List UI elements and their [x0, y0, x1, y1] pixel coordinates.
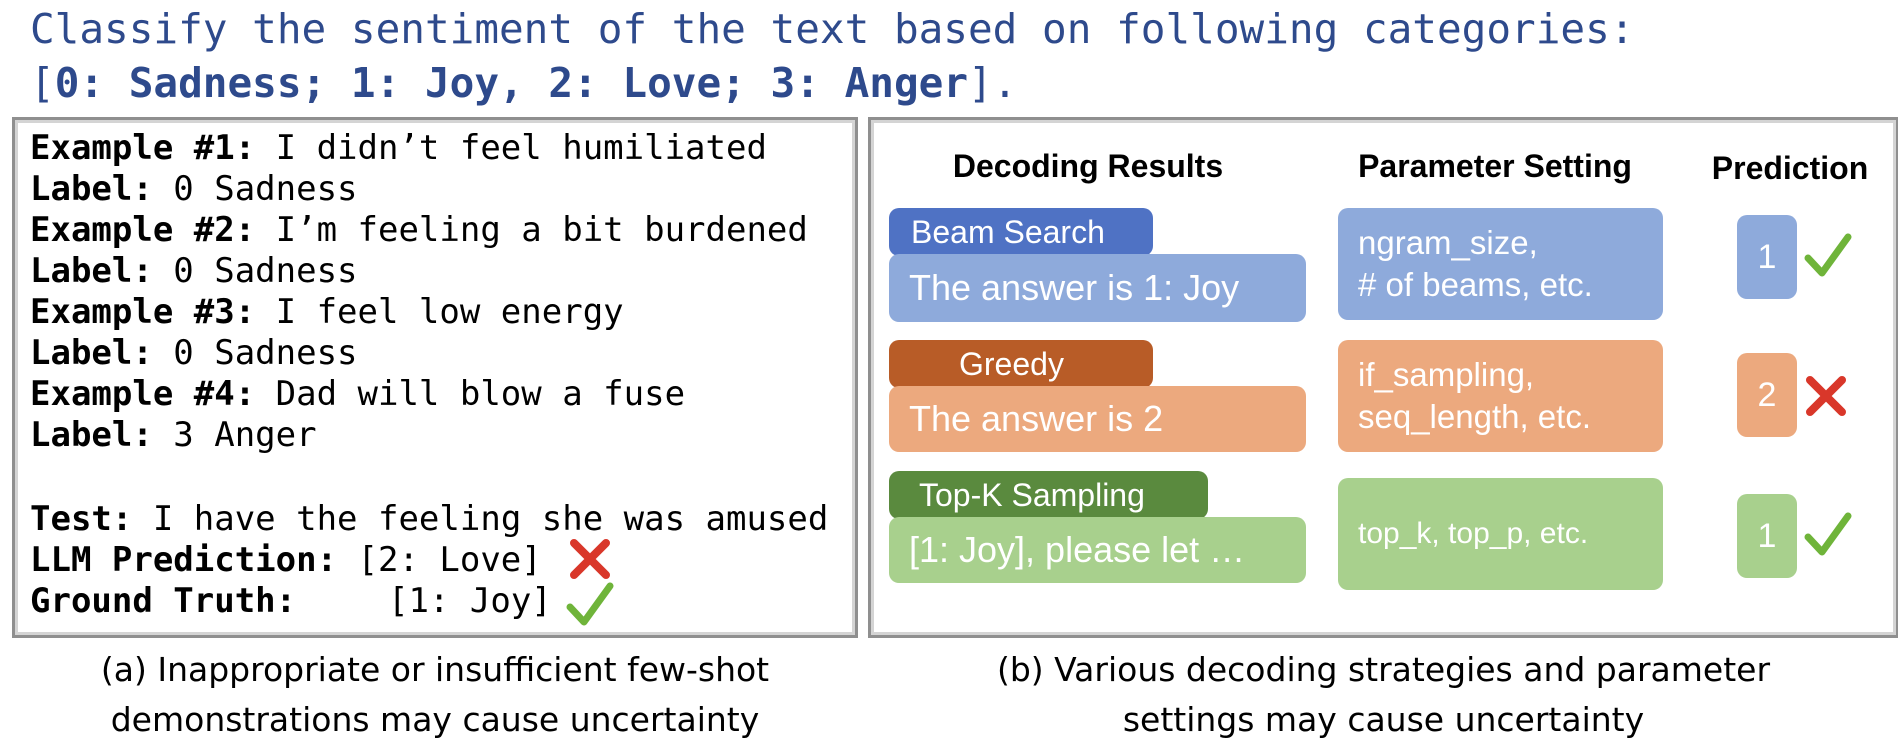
topk-sampling-tab: Top-K Sampling	[889, 471, 1208, 519]
label-1-line: Label: 0 Sadness	[30, 169, 358, 209]
decoding-panel	[868, 117, 1898, 638]
check-icon	[1804, 512, 1852, 556]
instruction-text: Classify the sentiment of the text based…	[30, 2, 1634, 110]
caption-a: (a) Inappropriate or insufficient few-sh…	[100, 650, 770, 739]
instruction-line-2: [0: Sadness; 1: Joy, 2: Love; 3: Anger].	[30, 59, 1018, 107]
prediction-header: Prediction	[1711, 150, 1869, 186]
example-3-line: Example #3: I feel low energy	[30, 292, 624, 332]
llm-prediction-line: LLM Prediction: [2: Love]	[30, 540, 542, 580]
check-icon	[1804, 233, 1852, 277]
example-1-line: Example #1: I didn’t feel humiliated	[30, 128, 767, 168]
greedy-tab: Greedy	[889, 340, 1153, 388]
beam-search-result: The answer is 1: Joy	[889, 254, 1306, 322]
label-3-line: Label: 0 Sadness	[30, 333, 358, 373]
topk-sampling-prediction: 1	[1737, 494, 1797, 578]
cross-icon	[570, 539, 610, 579]
caption-b: (b) Various decoding strategies and para…	[996, 650, 1771, 739]
beam-search-prediction: 1	[1737, 215, 1797, 299]
category-list: 0: Sadness; 1: Joy, 2: Love; 3: Anger	[54, 59, 968, 107]
ground-truth-key: Ground Truth:	[30, 581, 297, 621]
greedy-result: The answer is 2	[889, 386, 1306, 452]
topk-sampling-params: top_k, top_p, etc.	[1338, 478, 1663, 590]
beam-search-params: ngram_size, # of beams, etc.	[1338, 208, 1663, 320]
ground-truth-value: [1: Joy]	[388, 581, 552, 621]
test-line: Test: I have the feeling she was amused	[30, 499, 829, 539]
decoding-results-header: Decoding Results	[952, 148, 1224, 184]
instruction-line-1: Classify the sentiment of the text based…	[30, 5, 1635, 53]
label-2-line: Label: 0 Sadness	[30, 251, 358, 291]
parameter-setting-header: Parameter Setting	[1358, 148, 1632, 184]
greedy-prediction: 2	[1737, 353, 1797, 437]
example-4-line: Example #4: Dad will blow a fuse	[30, 374, 686, 414]
few-shot-panel	[12, 117, 858, 638]
cross-icon	[1806, 376, 1846, 416]
example-2-line: Example #2: I’m feeling a bit burdened	[30, 210, 808, 250]
beam-search-tab: Beam Search	[889, 208, 1153, 256]
topk-sampling-result: [1: Joy], please let …	[889, 517, 1306, 583]
greedy-params: if_sampling, seq_length, etc.	[1338, 340, 1663, 452]
label-4-line: Label: 3 Anger	[30, 415, 317, 455]
check-icon	[566, 582, 614, 626]
